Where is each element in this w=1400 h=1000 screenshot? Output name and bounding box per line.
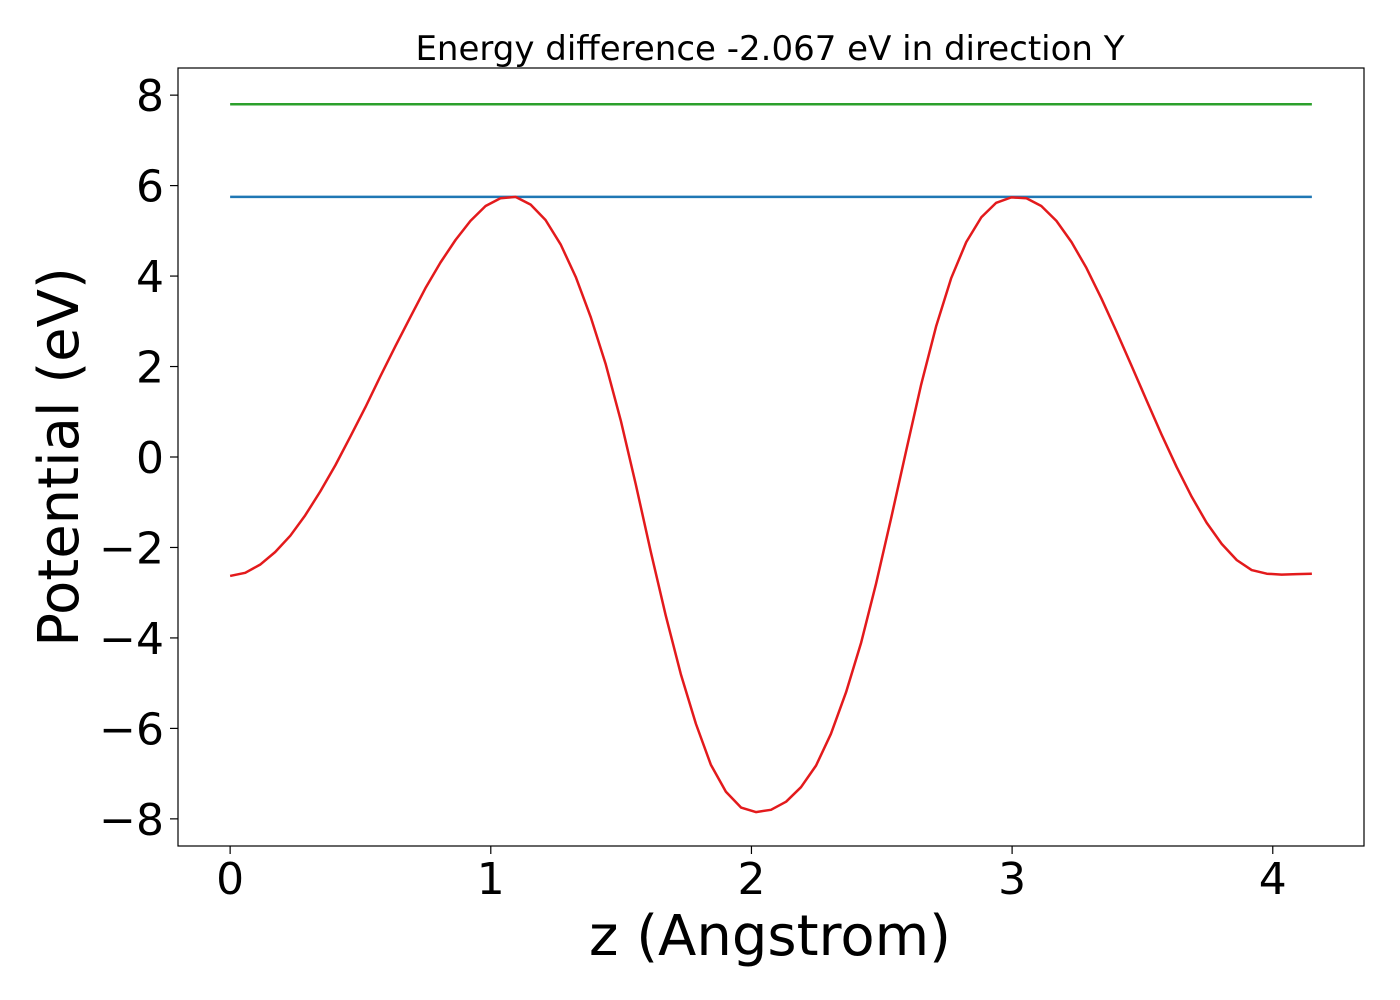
y-tick-label: 2 [136, 343, 164, 394]
series-layer [229, 102, 1312, 814]
y-tick-label: −8 [99, 795, 164, 846]
series-line-2 [229, 195, 1312, 814]
plot-area-frame [177, 67, 1365, 847]
y-tick-label: −4 [99, 614, 164, 665]
y-axis-ticks: 8 6 4 2 0 −2 −4 −6 −8 [99, 71, 178, 846]
x-axis-ticks: 0 1 2 3 4 [216, 846, 1287, 905]
y-tick-label: 0 [136, 433, 164, 484]
y-tick-label: −6 [99, 704, 164, 755]
x-axis-label: z (Angstrom) [589, 904, 951, 969]
y-tick-label: −2 [99, 523, 164, 574]
x-tick-label: 1 [477, 854, 505, 905]
y-tick-label: 6 [136, 162, 164, 213]
y-tick-label: 8 [136, 71, 164, 122]
x-tick-label: 3 [998, 854, 1026, 905]
x-tick-label: 0 [216, 854, 244, 905]
x-tick-label: 2 [737, 854, 765, 905]
chart-title: Energy difference -2.067 eV in direction… [415, 29, 1124, 69]
x-tick-label: 4 [1259, 854, 1287, 905]
y-axis-label: Potential (eV) [27, 267, 92, 647]
y-tick-label: 4 [136, 252, 164, 303]
